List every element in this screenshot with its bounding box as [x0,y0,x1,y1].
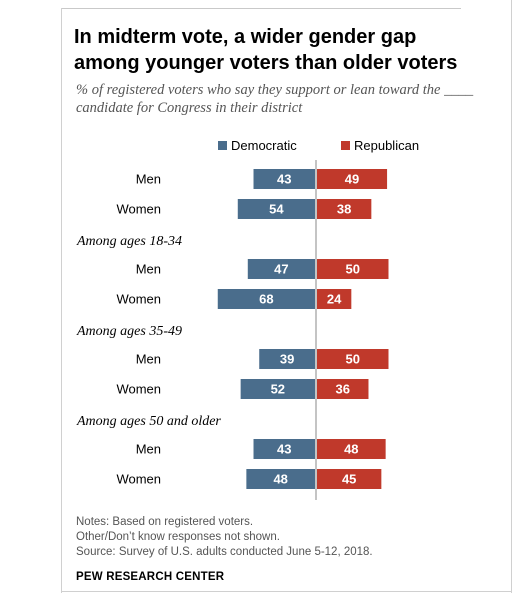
legend-democratic-swatch [218,140,227,150]
democratic-value-label: 54 [269,202,284,217]
legend-democratic-label: Democratic [231,137,297,153]
republican-value-label: 38 [337,202,351,217]
note-line-other: Other/Don’t know responses not shown. [76,531,280,543]
democratic-bar [253,169,315,189]
republican-value-label: 48 [344,442,358,457]
row-label: Men [136,172,161,187]
note-line-source: Source: Survey of U.S. adults conducted … [76,546,373,558]
top-divider [61,8,461,9]
republican-bar [317,439,386,459]
democratic-bar [246,469,315,489]
republican-value-label: 24 [327,292,342,307]
row-label: Men [136,262,161,277]
legend-republican-label: Republican [354,137,420,153]
democratic-bar [237,199,315,219]
democratic-bar [259,349,315,369]
right-border [511,0,512,593]
legend-republican-swatch [341,140,350,150]
democratic-value-label: 48 [273,472,287,487]
republican-bar [317,289,352,309]
row-label: Women [116,382,161,397]
row-label: Women [116,202,161,217]
republican-value-label: 45 [342,472,356,487]
democratic-bar [240,379,315,399]
chart-subtitle: % of registered voters who say they supp… [76,82,474,116]
row-label: Men [136,352,161,367]
row-label: Women [116,292,161,307]
republican-value-label: 50 [346,352,360,367]
republican-bar [317,349,389,369]
democratic-bar [253,439,315,459]
republican-bar [317,199,372,219]
democratic-bar [217,289,315,309]
left-border [61,8,62,593]
republican-value-label: 49 [345,172,359,187]
group-label: Among ages 35-49 [76,324,182,339]
democratic-value-label: 43 [277,442,291,457]
chart-title: In midterm vote, a wider gender gap amon… [74,26,458,74]
republican-bar [317,379,369,399]
legend-democratic: Democratic [218,137,297,153]
bottom-border [61,591,511,592]
democratic-value-label: 52 [271,382,285,397]
democratic-value-label: 47 [274,262,288,277]
republican-value-label: 50 [346,262,360,277]
legend-republican: Republican [341,137,419,153]
row-label: Men [136,442,161,457]
republican-bar [317,259,389,279]
democratic-bar [247,259,315,279]
chart-notes: Notes: Based on registered voters. Other… [76,515,496,560]
republican-bar [317,469,382,489]
brand-logo-text: PEW RESEARCH CENTER [76,571,225,583]
group-label: Among ages 18-34 [76,234,182,249]
republican-value-label: 36 [336,382,350,397]
note-line-registered: Notes: Based on registered voters. [76,516,254,528]
democratic-value-label: 43 [277,172,291,187]
democratic-value-label: 68 [259,292,273,307]
democratic-value-label: 39 [280,352,294,367]
group-label: Among ages 50 and older [76,414,221,429]
row-label: Women [116,472,161,487]
republican-bar [317,169,388,189]
